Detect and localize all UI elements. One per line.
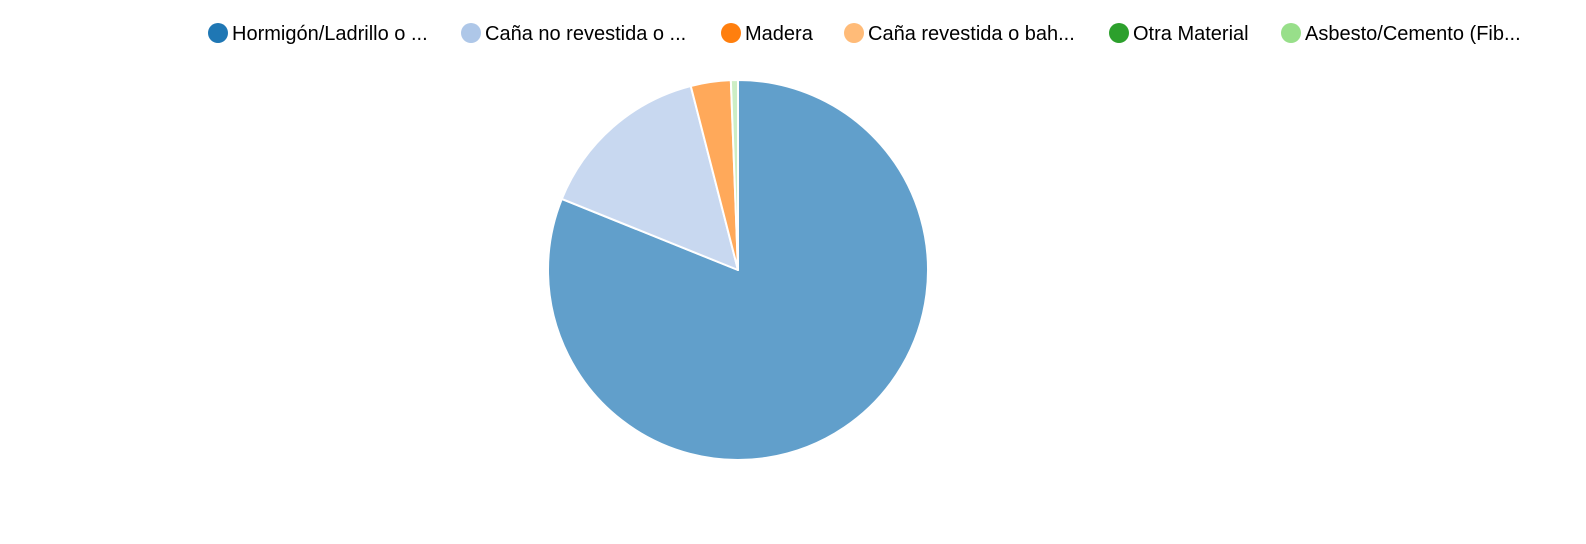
legend-swatch-4 bbox=[844, 23, 864, 43]
legend-item-1[interactable]: Hormigón/Ladrillo o ... bbox=[208, 23, 428, 45]
legend-label-2: Caña no revestida o ... bbox=[485, 23, 686, 45]
pie-slice-6[interactable] bbox=[729, 79, 739, 271]
legend-swatch-5 bbox=[1109, 23, 1129, 43]
legend-item-6[interactable]: Asbesto/Cemento (Fib... bbox=[1281, 23, 1521, 45]
legend-item-4[interactable]: Caña revestida o bah... bbox=[844, 23, 1075, 45]
legend-label-5: Otra Material bbox=[1133, 23, 1249, 45]
legend-label-6: Asbesto/Cemento (Fib... bbox=[1305, 23, 1521, 45]
legend: Hormigón/Ladrillo o ... Caña no revestida… bbox=[208, 23, 1521, 45]
legend-swatch-6 bbox=[1281, 23, 1301, 43]
pie bbox=[547, 79, 929, 461]
legend-item-5[interactable]: Otra Material bbox=[1109, 23, 1249, 45]
legend-item-3[interactable]: Madera bbox=[721, 23, 814, 45]
legend-label-4: Caña revestida o bah... bbox=[868, 23, 1075, 45]
legend-item-2[interactable]: Caña no revestida o ... bbox=[461, 23, 686, 45]
legend-swatch-2 bbox=[461, 23, 481, 43]
legend-swatch-3 bbox=[721, 23, 741, 43]
pie-slice-2[interactable] bbox=[560, 84, 739, 271]
legend-label-1: Hormigón/Ladrillo o ... bbox=[232, 23, 428, 45]
legend-label-3: Madera bbox=[745, 23, 814, 45]
legend-swatch-1 bbox=[208, 23, 228, 43]
